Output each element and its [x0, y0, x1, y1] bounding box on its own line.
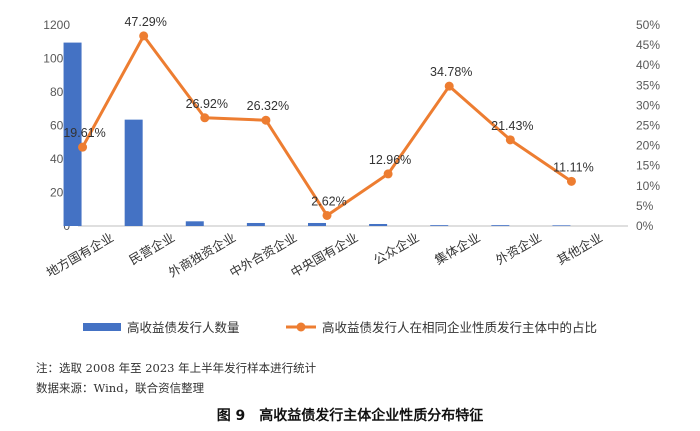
- data-label: 26.32%: [247, 99, 289, 113]
- line-series: [78, 31, 576, 220]
- data-label: 2.62%: [311, 194, 346, 208]
- line-point: [261, 115, 271, 125]
- category-label: 集体企业: [432, 230, 483, 268]
- bar: [246, 222, 265, 226]
- legend-bar-swatch: [83, 323, 121, 331]
- bar: [491, 225, 510, 226]
- data-label: 26.92%: [186, 97, 228, 111]
- category-label: 地方国有企业: [44, 230, 116, 280]
- right-axis-tick-label: 50%: [636, 18, 660, 32]
- bar: [369, 223, 388, 226]
- legend-line-label: 高收益债发行人在相同企业性质发行主体中的占比: [322, 320, 597, 335]
- data-label: 19.61%: [63, 126, 105, 140]
- right-axis-tick-label: 0%: [636, 219, 654, 233]
- category-label: 民营企业: [126, 230, 177, 268]
- data-label: 12.96%: [369, 153, 411, 167]
- right-axis-tick-label: 10%: [636, 179, 660, 193]
- line-point: [78, 142, 88, 152]
- right-axis-tick-label: 20%: [636, 139, 660, 153]
- legend: 高收益债发行人数量 高收益债发行人在相同企业性质发行主体中的占比: [83, 320, 597, 335]
- chart: 0200400600800100012000%5%10%15%20%25%30%…: [43, 15, 660, 335]
- bar: [308, 222, 326, 226]
- line-point: [322, 210, 332, 220]
- data-labels: 19.61% 47.29% 26.92% 26.32% 2.62% 12.96% 34.78…: [63, 15, 593, 209]
- line-point: [139, 31, 149, 41]
- right-axis-tick-label: 45%: [636, 38, 660, 52]
- right-axis-tick-label: 30%: [636, 98, 660, 112]
- category-label: 中央国有企业: [288, 230, 360, 280]
- legend-line-marker: [296, 322, 306, 332]
- figure-caption: 图 9 高收益债发行主体企业性质分布特征: [216, 408, 484, 424]
- category-label: 中外合资企业: [227, 230, 299, 280]
- line-point: [444, 81, 454, 91]
- bar-series: [63, 42, 571, 227]
- bar: [124, 119, 143, 226]
- data-label: 47.29%: [124, 15, 166, 29]
- right-axis-tick-label: 35%: [636, 78, 660, 92]
- chart-note: 注：选取 2008 年至 2023 年上半年发行样本进行统计: [36, 361, 317, 375]
- line-point: [383, 169, 393, 179]
- line-point: [505, 135, 515, 145]
- line-point: [566, 176, 576, 186]
- bar: [552, 225, 571, 226]
- data-source: 数据来源：Wind，联合资信整理: [36, 381, 205, 395]
- right-axis-tick-label: 25%: [636, 119, 660, 133]
- category-label: 其他企业: [554, 230, 605, 268]
- category-label: 公众企业: [371, 230, 422, 268]
- left-axis-tick-label: 1200: [43, 18, 70, 32]
- right-axis-tick-label: 15%: [636, 159, 660, 173]
- right-axis-tick-label: 40%: [636, 58, 660, 72]
- bar: [63, 42, 82, 227]
- right-axis-tick-label: 5%: [636, 199, 654, 213]
- data-label: 21.43%: [491, 119, 533, 133]
- bar: [185, 221, 204, 226]
- line-point: [200, 113, 210, 123]
- data-label: 11.11%: [553, 160, 594, 174]
- bar: [430, 225, 449, 226]
- data-label: 34.78%: [430, 65, 472, 79]
- category-label: 外资企业: [493, 230, 544, 268]
- category-label: 外商独资企业: [166, 230, 238, 280]
- legend-bar-label: 高收益债发行人数量: [127, 320, 240, 335]
